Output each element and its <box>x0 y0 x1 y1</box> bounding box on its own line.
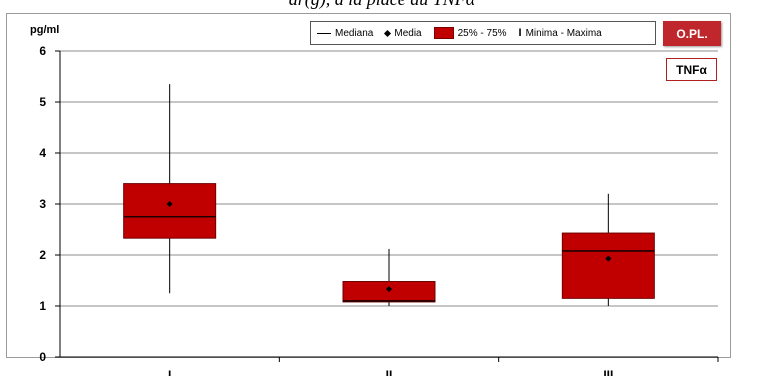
mean-diamond-icon <box>384 29 392 37</box>
y-tick-label: 5 <box>39 95 46 109</box>
legend: Mediana Media 25% - 75% I Minima - Maxim… <box>310 21 656 45</box>
mean-marker <box>386 286 392 293</box>
box-group-I <box>123 84 217 294</box>
iqr-box <box>123 183 217 239</box>
marker-badge: TNFα <box>666 58 717 81</box>
y-tick-label: 0 <box>39 350 46 364</box>
y-tick-label: 3 <box>39 197 46 211</box>
iqr-box <box>561 232 655 299</box>
y-tick-label: 4 <box>39 146 46 160</box>
legend-item-range: I Minima - Maxima <box>519 27 602 39</box>
x-category-label: III <box>603 368 613 376</box>
opl-badge: O.PL. <box>663 21 721 46</box>
box-group-II <box>342 248 436 306</box>
figure-caption: ar(g), a la place du TNFα <box>0 0 764 10</box>
x-category-label: II <box>386 368 393 376</box>
box-group-III <box>561 193 655 306</box>
y-axis-unit-label: pg/ml <box>30 24 59 36</box>
legend-item-mean: Media <box>384 27 422 39</box>
median-line-icon <box>317 32 331 34</box>
iqr-box-icon <box>433 27 454 39</box>
whisker-icon: I <box>518 27 522 39</box>
legend-label-median: Mediana <box>335 27 374 39</box>
legend-item-median: Mediana <box>317 28 373 39</box>
x-category-label: I <box>168 368 171 376</box>
mean-marker <box>166 201 173 207</box>
y-tick-label: 1 <box>39 299 46 313</box>
mean-marker <box>605 255 612 262</box>
y-tick-label: 6 <box>39 44 46 58</box>
legend-label-mean: Media <box>394 27 422 39</box>
legend-label-range: Minima - Maxima <box>525 27 602 39</box>
legend-label-iqr: 25% - 75% <box>457 27 507 39</box>
box-series <box>123 84 655 306</box>
y-tick-label: 2 <box>39 248 46 262</box>
legend-item-iqr: 25% - 75% <box>433 27 507 39</box>
